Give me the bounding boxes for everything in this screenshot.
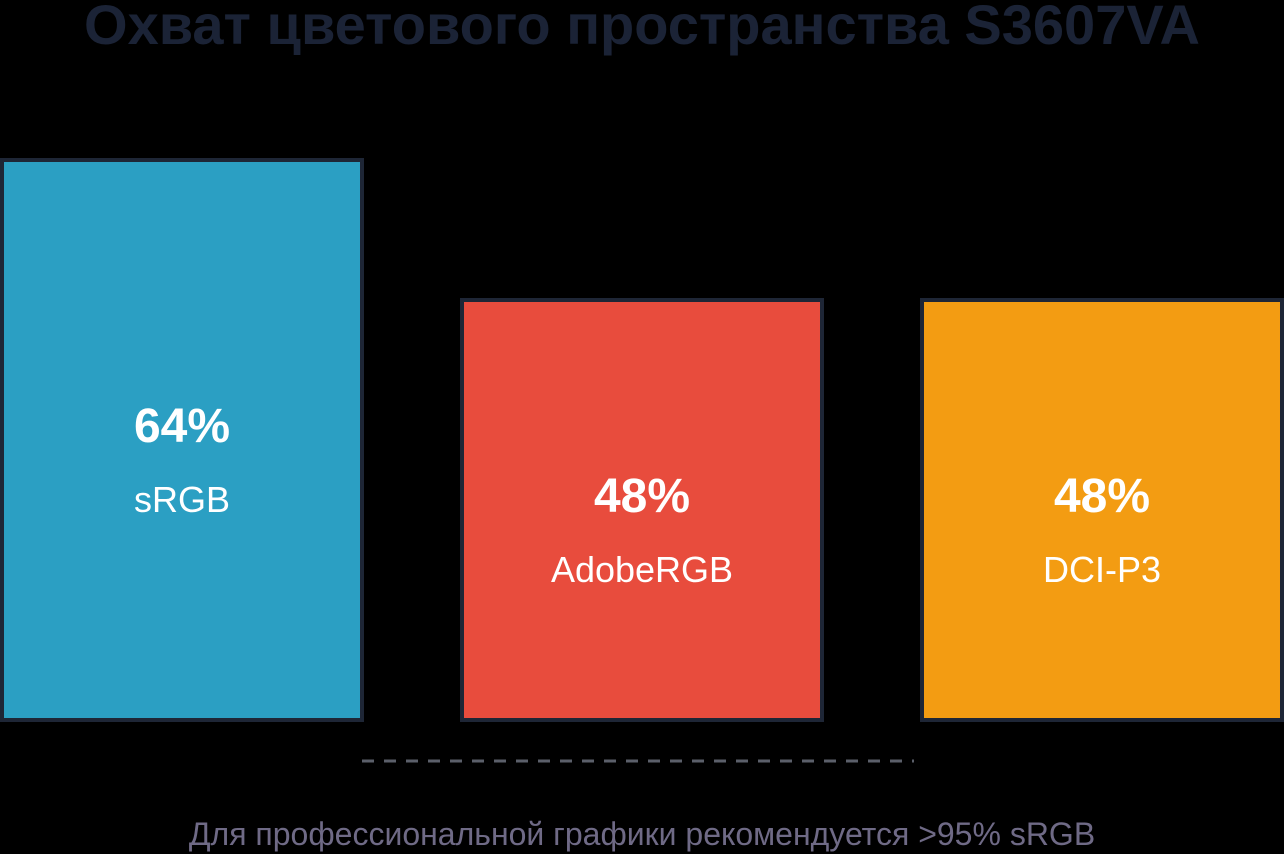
bar-dci-p3 [920,298,1284,722]
bar-label-srgb: sRGB [134,479,230,520]
bar-value-srgb: 64% [134,400,230,453]
chart-note: Для профессиональной графики рекомендует… [189,816,1095,852]
chart-title: Охват цветового пространства S3607VA [84,0,1200,56]
bar-value-adobergb: 48% [594,470,690,523]
bar-srgb [0,158,364,722]
bar-value-dci-p3: 48% [1054,470,1150,523]
bars-group: 64% sRGB 48% AdobeRGB 48% DCI-P3 [0,158,1284,722]
bar-adobergb [460,298,824,722]
bar-label-dci-p3: DCI-P3 [1043,549,1161,590]
bar-label-adobergb: AdobeRGB [551,549,733,590]
